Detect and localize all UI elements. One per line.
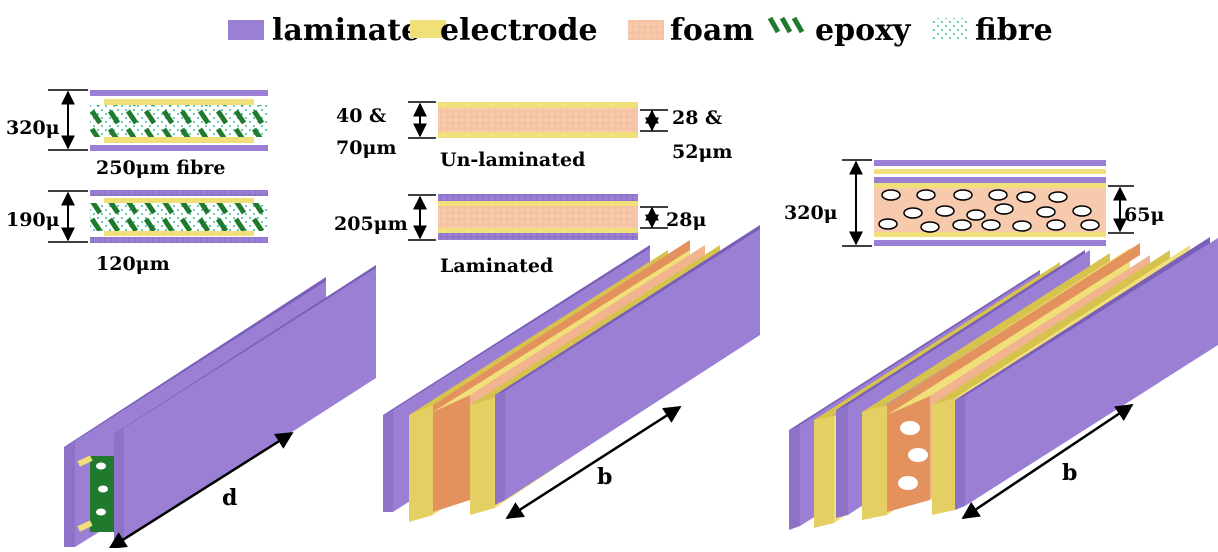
electrode-layer [104,137,254,143]
dimension-label-b: b [1062,460,1077,486]
label-unlaminated: Un-laminated [440,149,585,171]
label-320-a: 320μ [6,117,60,139]
foam-core [438,108,638,132]
label-250-fibre: 250μm fibre [96,157,225,179]
laminate-layer [438,233,638,240]
electrode-layer [77,520,93,532]
epoxy-core [90,203,268,231]
label-190: 190μ [6,209,60,231]
dimension-arrow-b [505,405,682,520]
label-120: 120μm [96,253,170,275]
laminate-layer [90,190,268,196]
panel-c-3d-sample: b [789,237,1218,530]
dimension-arrow-d [108,431,294,550]
dimension-label-d: d [222,485,237,511]
legend-label-foam: foam [670,13,754,48]
legend-swatch-epoxy [767,16,805,34]
legend-label-fibre: fibre [975,13,1053,48]
label-40: 40 & [336,105,386,127]
label-205: 205μm [334,213,408,235]
foam-core [438,206,638,228]
label-laminated: Laminated [440,255,553,277]
panel-a-cross-sections: 320μ 250μm fibre 190μ 120μm [6,89,268,275]
epoxy-core [90,105,268,137]
legend-swatch-fibre [932,18,968,40]
legend-label-laminate: laminate [272,13,420,48]
legend-label-electrode: electrode [440,13,598,48]
electrode-layer [104,231,254,236]
legend: laminate electrode foam epoxy fibre [228,13,1053,48]
electrode-layer [874,183,1106,188]
legend-swatch-laminate [228,20,264,40]
label-320-c: 320μ [784,202,838,224]
dimension-arrow-b [961,403,1134,520]
electrode-layer [77,455,93,467]
electrode-layer [438,102,638,108]
panel-b-3d-sample: b [383,225,760,522]
panel-a-3d-sample: d [64,265,376,550]
panel-c-cross-section: 320μ 65μ [784,159,1164,247]
panel-b-cross-sections: 40 & 70μm 28 & 52μm Un-laminated 205μm 2… [334,101,732,277]
laminate-layer [90,237,268,243]
laminate-layer [874,177,1106,183]
electrode-layer [104,198,254,203]
laminate-layer [90,90,268,96]
legend-swatch-electrode [410,20,446,38]
label-28: 28μ [666,209,706,231]
legend-swatch-foam [628,20,664,40]
electrode-layer [874,169,1106,174]
label-65: 65μ [1124,204,1164,226]
label-70: 70μm [336,137,396,159]
laminate-layer [874,240,1106,246]
dimension-label-b: b [597,464,612,490]
label-28-a: 28 & [672,107,722,129]
laminate-layer [90,145,268,151]
electrode-layer [438,132,638,138]
electrode-layer [438,201,638,206]
label-52: 52μm [672,141,732,163]
legend-label-epoxy: epoxy [815,13,912,48]
laminate-layer [874,160,1106,166]
electrode-layer [874,232,1106,237]
foam-voids [878,189,1100,233]
electrode-layer [438,228,638,233]
electrode-layer [104,99,254,105]
laminate-layer [438,194,638,201]
